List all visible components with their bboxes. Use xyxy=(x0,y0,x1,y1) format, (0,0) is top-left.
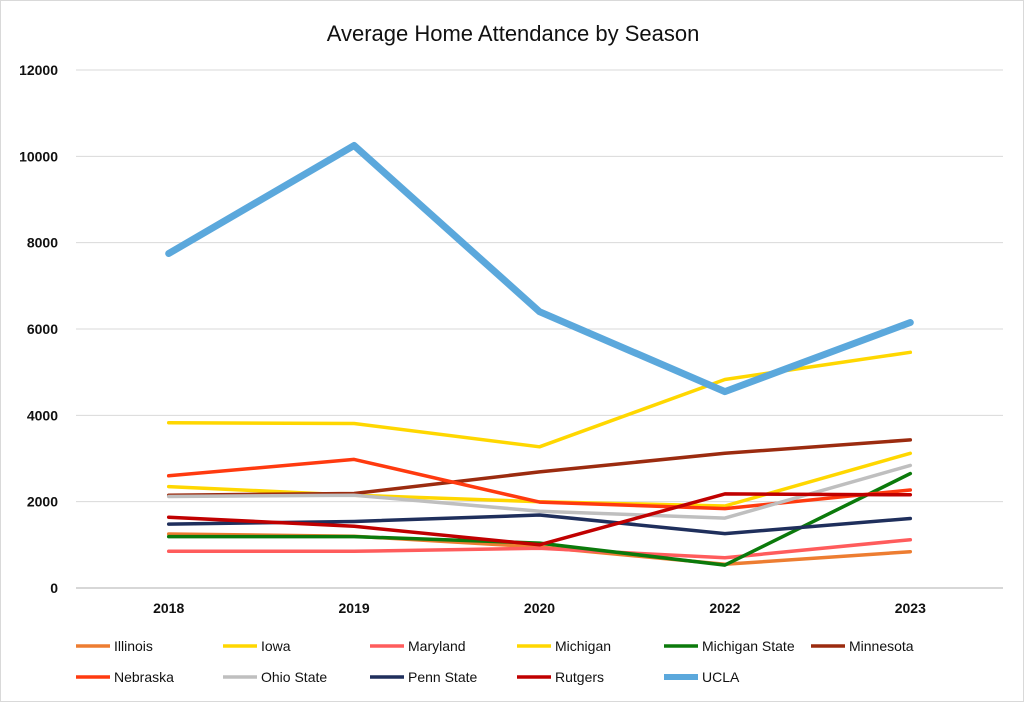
chart-title: Average Home Attendance by Season xyxy=(327,21,700,46)
legend-label: Michigan xyxy=(555,638,611,654)
legend-label: Maryland xyxy=(408,638,466,654)
legend: Illinois Iowa Maryland Michigan Michigan Sta… xyxy=(76,638,914,685)
series-line-rutgers xyxy=(166,492,913,547)
x-tick-label: 2020 xyxy=(524,600,555,616)
series-line-maryland xyxy=(166,537,913,560)
legend-label: Michigan State xyxy=(702,638,795,654)
y-tick-label: 2000 xyxy=(27,494,58,510)
x-tick-label: 2022 xyxy=(709,600,740,616)
legend-label: UCLA xyxy=(702,669,740,685)
gridlines xyxy=(76,69,1003,589)
y-tick-label: 10000 xyxy=(19,148,58,164)
series-lines xyxy=(165,142,914,567)
y-tick-label: 0 xyxy=(50,580,58,596)
series-line-nebraska xyxy=(166,457,913,511)
y-tick-label: 4000 xyxy=(27,407,58,423)
legend-label: Ohio State xyxy=(261,669,327,685)
y-axis-ticks: 0 2000 4000 6000 8000 10000 12000 xyxy=(19,62,58,596)
legend-label: Minnesota xyxy=(849,638,914,654)
legend-label: Illinois xyxy=(114,638,153,654)
x-axis-ticks: 2018 2019 2020 2022 2023 xyxy=(153,600,926,616)
series-line-ucla xyxy=(165,142,914,396)
y-tick-label: 6000 xyxy=(27,321,58,337)
y-tick-label: 12000 xyxy=(19,62,58,78)
legend-label: Nebraska xyxy=(114,669,174,685)
legend-label: Iowa xyxy=(261,638,291,654)
legend-label: Rutgers xyxy=(555,669,604,685)
y-tick-label: 8000 xyxy=(27,235,58,251)
x-tick-label: 2023 xyxy=(895,600,926,616)
series-line-ohio-state xyxy=(166,463,913,520)
x-tick-label: 2019 xyxy=(339,600,370,616)
x-tick-label: 2018 xyxy=(153,600,184,616)
legend-label: Penn State xyxy=(408,669,477,685)
